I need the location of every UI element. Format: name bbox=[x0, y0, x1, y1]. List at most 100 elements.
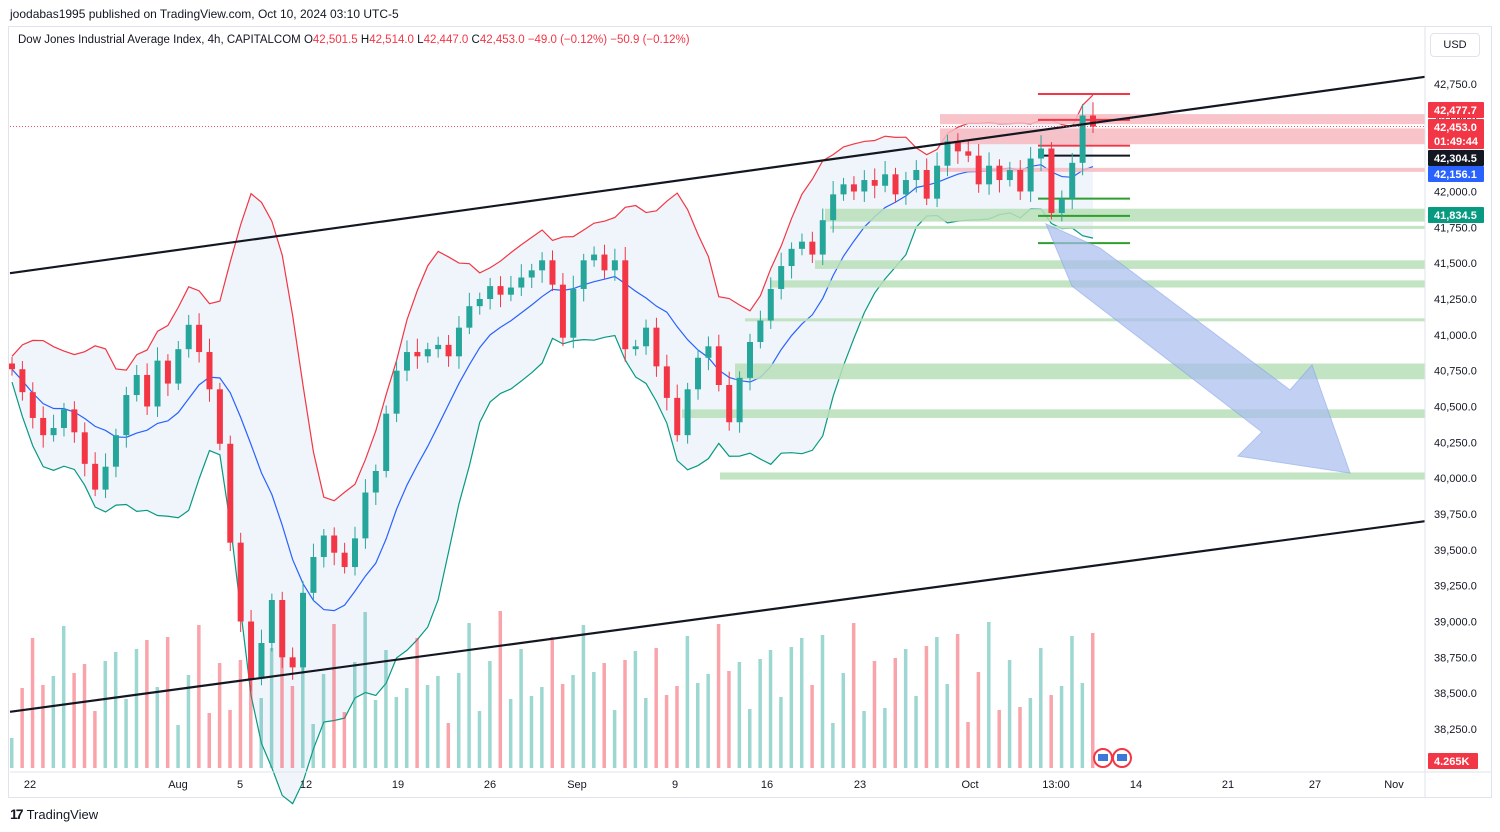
candle-body bbox=[591, 254, 598, 261]
candle-body bbox=[300, 592, 307, 668]
resistance-zone bbox=[940, 114, 1425, 125]
y-axis-tick-label: 39,250.0 bbox=[1434, 581, 1477, 593]
candle-body bbox=[695, 357, 702, 390]
candle-body bbox=[767, 288, 774, 321]
volume-bar bbox=[1018, 707, 1022, 768]
candle-body bbox=[559, 284, 566, 338]
volume-bar bbox=[903, 649, 908, 768]
y-axis-tick-label: 41,000.0 bbox=[1434, 330, 1477, 342]
volume-bar bbox=[321, 674, 326, 768]
candle-body bbox=[487, 286, 494, 299]
volume-bar bbox=[498, 611, 503, 768]
volume-bar bbox=[540, 687, 544, 768]
price-tag bbox=[1428, 150, 1484, 166]
x-axis-tick-label: 19 bbox=[392, 779, 404, 791]
volume-bar bbox=[976, 672, 981, 768]
candle-body bbox=[840, 184, 847, 195]
candle-body bbox=[923, 170, 930, 199]
volume-bar bbox=[269, 648, 274, 768]
volume-bar bbox=[249, 651, 253, 768]
candle-body bbox=[902, 180, 909, 195]
lower-trend-line bbox=[9, 520, 1426, 713]
y-axis-tick-label: 39,500.0 bbox=[1434, 545, 1477, 557]
volume-bar bbox=[477, 711, 482, 768]
volume-bar bbox=[581, 625, 586, 768]
x-axis-tick-label: 12 bbox=[300, 779, 312, 791]
volume-bar bbox=[602, 663, 606, 768]
volume-bar bbox=[415, 638, 419, 768]
candle-body bbox=[435, 344, 442, 350]
price-tag-label: 41,834.5 bbox=[1434, 210, 1477, 222]
x-axis-tick-label: 21 bbox=[1222, 779, 1234, 791]
volume-bar bbox=[10, 738, 14, 768]
candle-body bbox=[507, 287, 514, 295]
candle-body bbox=[320, 535, 327, 557]
legend-low-label: L bbox=[417, 34, 424, 46]
y-axis-tick-label: 39,750.0 bbox=[1434, 509, 1477, 521]
volume-bar bbox=[810, 685, 814, 768]
volume-bar bbox=[758, 659, 762, 768]
x-axis-tick-label: 5 bbox=[237, 779, 243, 791]
event-flag-icon bbox=[1117, 754, 1127, 761]
price-tag bbox=[1428, 133, 1484, 149]
candle-body bbox=[60, 409, 67, 428]
volume-bar bbox=[664, 695, 669, 768]
candle-body bbox=[882, 174, 889, 186]
support-zone bbox=[682, 409, 1425, 418]
candle-body bbox=[944, 141, 951, 166]
top-bar: joodabas1995 published on TradingView.co… bbox=[0, 0, 1500, 26]
volume-bar bbox=[935, 637, 939, 768]
tradingview-logo[interactable]: 17 TradingView bbox=[10, 806, 98, 822]
volume-bar bbox=[61, 626, 66, 768]
volume-bar bbox=[883, 708, 887, 768]
volume-bar bbox=[394, 697, 399, 768]
candle-body bbox=[913, 170, 920, 181]
volume-bar bbox=[508, 699, 513, 768]
price-tag bbox=[1428, 166, 1484, 182]
volume-bar bbox=[872, 661, 877, 768]
legend-low-value: 42,447.0 bbox=[423, 34, 469, 46]
volume-bar bbox=[165, 637, 170, 768]
volume-bar bbox=[987, 622, 991, 768]
candle-body bbox=[362, 492, 369, 539]
volume-bar bbox=[51, 676, 56, 768]
publisher-line: joodabas1995 published on TradingView.co… bbox=[10, 7, 399, 21]
candle-body bbox=[1079, 115, 1086, 163]
volume-bar bbox=[1091, 633, 1095, 768]
candle-body bbox=[798, 241, 805, 249]
volume-bar bbox=[404, 688, 409, 768]
symbol-legend[interactable]: Dow Jones Industrial Average Index, 4h, … bbox=[18, 34, 690, 46]
candle-body bbox=[705, 346, 712, 358]
volume-bar bbox=[353, 662, 357, 768]
candle-body bbox=[1038, 148, 1045, 159]
candle-body bbox=[40, 417, 47, 436]
candle-body bbox=[29, 392, 36, 418]
support-zone bbox=[735, 363, 1425, 380]
volume-bar bbox=[841, 673, 846, 768]
candle-body bbox=[653, 327, 660, 367]
legend-open-value: 42,501.5 bbox=[312, 34, 358, 46]
currency-selector[interactable]: USD bbox=[1430, 33, 1480, 57]
volume-bar bbox=[623, 660, 627, 768]
candle-body bbox=[102, 466, 109, 490]
candle-body bbox=[934, 165, 941, 199]
support-zone bbox=[830, 225, 1425, 229]
candle-body bbox=[279, 600, 286, 658]
volume-bar bbox=[644, 698, 648, 768]
volume-bar bbox=[519, 649, 523, 768]
y-axis-tick-label: 41,750.0 bbox=[1434, 222, 1477, 234]
candle-body bbox=[632, 346, 639, 350]
legend-symbol-name: Dow Jones Industrial Average Index, 4h, … bbox=[18, 34, 301, 46]
candle-body bbox=[466, 306, 473, 328]
candle-body bbox=[1048, 148, 1055, 213]
volume-bar bbox=[924, 646, 929, 768]
price-tag-label: 42,304.5 bbox=[1434, 153, 1477, 165]
candle-body bbox=[310, 557, 317, 593]
candle-body bbox=[528, 270, 535, 278]
candle-body bbox=[123, 395, 130, 436]
candle-body bbox=[476, 299, 483, 307]
y-axis-tick-label: 42,000.0 bbox=[1434, 187, 1477, 199]
volume-bar bbox=[529, 696, 534, 768]
candle-body bbox=[674, 397, 681, 436]
